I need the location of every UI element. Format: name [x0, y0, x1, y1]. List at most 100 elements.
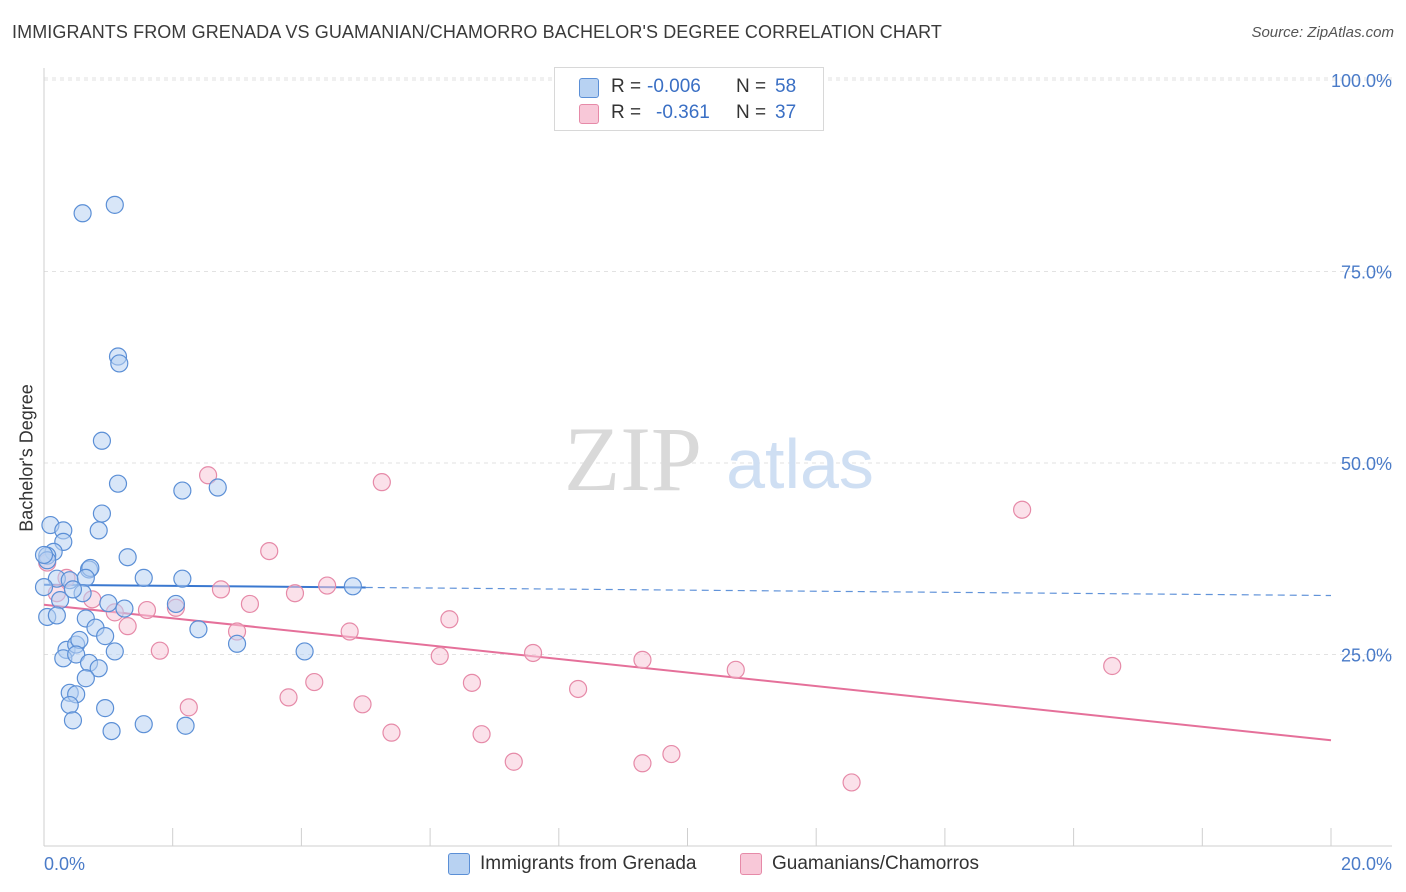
- point-guamanian: [211, 580, 231, 599]
- point-grenada: [63, 711, 83, 730]
- point-guamanian: [179, 698, 198, 717]
- point-grenada: [102, 721, 121, 741]
- point-guamanian: [353, 695, 372, 714]
- point-grenada: [134, 715, 153, 734]
- legend-r-value: -0.006: [647, 76, 701, 97]
- point-grenada: [76, 669, 95, 688]
- point-grenada: [176, 716, 195, 735]
- point-guamanian: [1103, 656, 1122, 676]
- legend-row-grenada: R = -0.006 N = 58: [555, 75, 823, 101]
- legend-n-value: 37: [775, 102, 797, 123]
- bottom-legend-label: Guamanians/Chamorros: [772, 853, 979, 874]
- bottom-legend-swatch-pink: [740, 853, 762, 875]
- legend-swatch-blue: [579, 78, 599, 98]
- point-grenada: [166, 594, 186, 614]
- point-guamanian: [569, 679, 588, 699]
- point-grenada: [67, 645, 86, 664]
- legend-n-label: N =: [736, 76, 767, 97]
- point-grenada: [105, 642, 124, 661]
- trend-line-guamanian: [43, 603, 1332, 742]
- point-grenada: [47, 606, 66, 625]
- axes: [43, 68, 1392, 847]
- y-tick-label: 25.0%: [1341, 646, 1392, 666]
- legend-r-value: -0.361: [656, 102, 710, 123]
- tick-labels: 25.0% 50.0% 75.0% 100.0% 0.0% 20.0%: [44, 71, 1392, 874]
- point-grenada: [227, 634, 247, 653]
- point-guamanian: [318, 576, 337, 595]
- legend-r-label: R =: [611, 76, 642, 97]
- point-grenada: [96, 699, 115, 718]
- point-guamanian: [440, 610, 459, 629]
- point-grenada: [110, 354, 129, 373]
- x-tick-label: 20.0%: [1341, 854, 1392, 874]
- point-guamanian: [198, 466, 218, 485]
- point-guamanian: [1013, 500, 1032, 519]
- point-guamanian: [633, 754, 652, 773]
- watermark-zip: ZIP: [564, 408, 702, 510]
- point-guamanian: [305, 672, 324, 692]
- point-grenada: [118, 548, 137, 567]
- source-label: Source: ZipAtlas.com: [1251, 24, 1394, 41]
- point-guamanian: [633, 650, 652, 669]
- point-guamanian: [137, 600, 157, 620]
- point-grenada: [73, 204, 92, 223]
- point-grenada: [92, 431, 112, 450]
- point-grenada: [34, 545, 54, 565]
- point-guamanian: [382, 723, 401, 742]
- point-guamanian: [260, 541, 279, 561]
- point-grenada: [34, 577, 54, 597]
- point-grenada: [295, 642, 314, 661]
- point-grenada: [99, 594, 118, 613]
- point-guamanian: [842, 773, 861, 792]
- point-guamanian: [150, 641, 169, 660]
- legend-r-label: R =: [611, 102, 642, 123]
- trend-line-grenada: [43, 583, 366, 589]
- point-grenada: [89, 659, 108, 678]
- bottom-legend-label: Immigrants from Grenada: [480, 853, 697, 874]
- point-guamanian: [279, 688, 298, 707]
- point-grenada: [89, 521, 108, 540]
- bottom-legend-swatch-blue: [448, 853, 470, 875]
- data-points: [34, 195, 1122, 792]
- point-guamanian: [240, 594, 260, 614]
- point-grenada: [96, 627, 115, 646]
- point-grenada: [108, 474, 128, 493]
- point-grenada: [115, 599, 134, 618]
- point-grenada: [343, 577, 362, 596]
- point-guamanian: [118, 617, 137, 636]
- point-grenada: [208, 478, 227, 497]
- point-grenada: [173, 569, 192, 588]
- point-guamanian: [462, 673, 482, 692]
- point-guamanian: [372, 473, 391, 492]
- y-tick-label: 100.0%: [1331, 71, 1392, 91]
- chart-title: IMMIGRANTS FROM GRENADA VS GUAMANIAN/CHA…: [12, 22, 942, 42]
- legend-n-value: 58: [775, 76, 797, 97]
- legend-swatch-pink: [579, 104, 599, 124]
- point-grenada: [134, 568, 153, 588]
- trend-lines: [43, 583, 1332, 742]
- y-tick-label: 75.0%: [1341, 263, 1392, 283]
- point-guamanian: [472, 725, 491, 744]
- point-guamanian: [430, 646, 449, 666]
- point-guamanian: [340, 622, 359, 641]
- point-guamanian: [726, 660, 745, 679]
- point-grenada: [63, 580, 83, 599]
- x-tick-label: 0.0%: [44, 854, 85, 874]
- legend-n-label: N =: [736, 102, 767, 123]
- point-guamanian: [285, 584, 305, 603]
- legend-row-guamanian: R = -0.361 N = 37: [555, 101, 823, 127]
- point-guamanian: [662, 744, 681, 764]
- point-grenada: [60, 695, 79, 715]
- point-grenada: [189, 620, 208, 639]
- point-grenada: [173, 481, 192, 500]
- y-tick-label: 50.0%: [1341, 454, 1392, 474]
- grid-lines: [44, 77, 1392, 655]
- point-grenada: [105, 195, 124, 214]
- watermark-atlas: atlas: [726, 425, 874, 503]
- y-axis-label: Bachelor's Degree: [16, 384, 37, 532]
- point-guamanian: [504, 752, 523, 771]
- trend-line-grenada-extension: [365, 586, 1332, 597]
- watermark: ZIP atlas: [564, 408, 874, 510]
- point-guamanian: [523, 643, 543, 663]
